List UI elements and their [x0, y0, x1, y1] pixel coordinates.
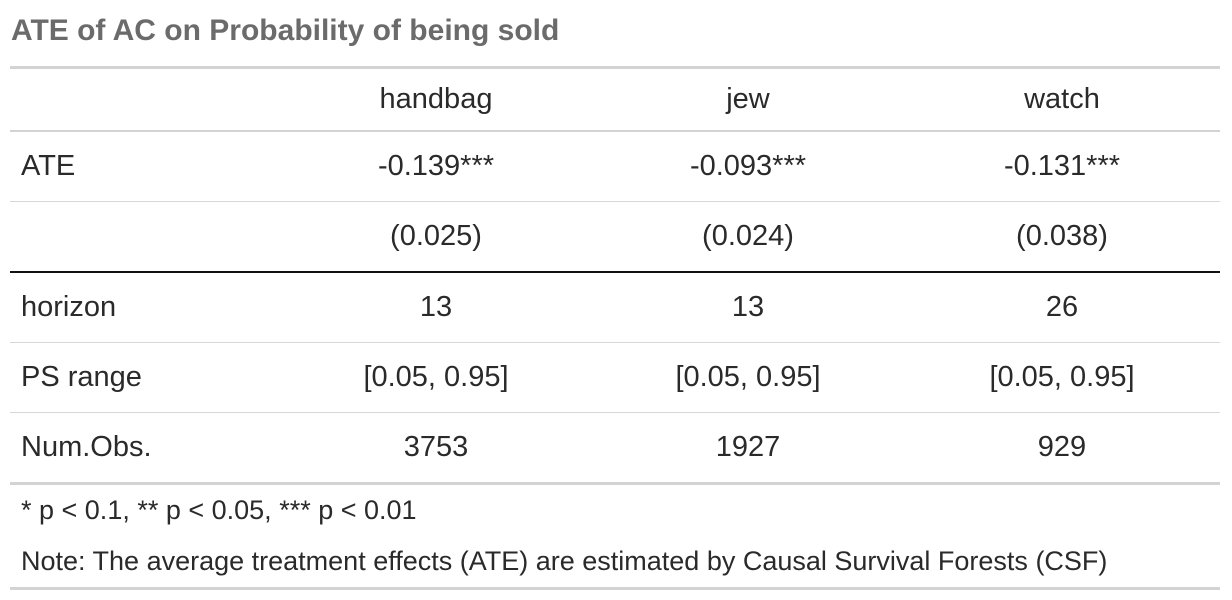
- regression-table-container: ATE of AC on Probability of being sold h…: [10, 0, 1220, 590]
- row-label: [10, 201, 280, 273]
- row-label: PS range: [10, 342, 280, 413]
- table-row-horizon: horizon 13 13 26: [10, 272, 1220, 343]
- column-header-handbag: handbag: [280, 67, 592, 132]
- table-cell: 13: [592, 272, 904, 343]
- table-cell: 929: [904, 412, 1220, 485]
- table-cell: 1927: [592, 412, 904, 485]
- table-cell: [0.05, 0.95]: [904, 342, 1220, 413]
- table-title: ATE of AC on Probability of being sold: [11, 14, 560, 47]
- table-cell: 3753: [280, 412, 592, 485]
- method-note: Note: The average treatment effects (ATE…: [21, 546, 1108, 576]
- table-cell: (0.024): [592, 201, 904, 273]
- header-row: handbag jew watch: [10, 67, 1220, 132]
- table-cell: -0.131***: [904, 131, 1220, 202]
- row-label: ATE: [10, 131, 280, 202]
- column-header-watch: watch: [904, 67, 1220, 132]
- table-cell: (0.038): [904, 201, 1220, 273]
- header-stub: [10, 67, 280, 132]
- table-cell: [0.05, 0.95]: [592, 342, 904, 413]
- table-cell: -0.139***: [280, 131, 592, 202]
- table-row-standard-error: (0.025) (0.024) (0.038): [10, 201, 1220, 273]
- results-table: handbag jew watch ATE -0.139*** -0.093**…: [10, 66, 1220, 485]
- table-cell: 13: [280, 272, 592, 343]
- table-cell: [0.05, 0.95]: [280, 342, 592, 413]
- table-row-num-obs: Num.Obs. 3753 1927 929: [10, 412, 1220, 485]
- table-row-ps-range: PS range [0.05, 0.95] [0.05, 0.95] [0.05…: [10, 342, 1220, 413]
- table-cell: 26: [904, 272, 1220, 343]
- significance-footnote: * p < 0.1, ** p < 0.05, *** p < 0.01: [21, 495, 417, 525]
- table-cell: -0.093***: [592, 131, 904, 202]
- table-row-ate: ATE -0.139*** -0.093*** -0.131***: [10, 131, 1220, 202]
- table-cell: (0.025): [280, 201, 592, 273]
- row-label: horizon: [10, 272, 280, 343]
- column-header-jew: jew: [592, 67, 904, 132]
- table-footnotes: * p < 0.1, ** p < 0.05, *** p < 0.01 Not…: [10, 485, 1220, 590]
- row-label: Num.Obs.: [10, 412, 280, 485]
